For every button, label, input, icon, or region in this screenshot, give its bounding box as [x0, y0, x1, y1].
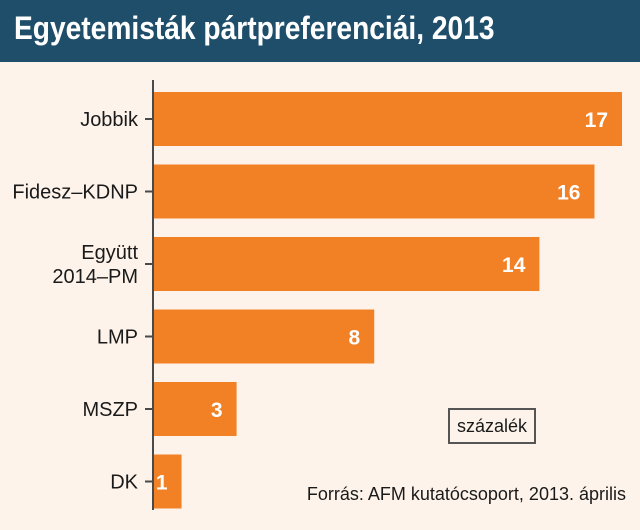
data-label: 16 [557, 182, 580, 205]
title-bar: Egyetemisták pártpreferenciái, 2013 [0, 0, 640, 62]
category-label: DK [110, 472, 138, 494]
bar [154, 309, 375, 364]
category-label: 2014–PM [52, 266, 138, 288]
bar [154, 237, 540, 291]
category-label: Jobbik [80, 109, 139, 131]
data-label: 1 [156, 472, 168, 495]
chart-title: Egyetemisták pártpreferenciái, 2013 [14, 10, 495, 46]
bar [154, 92, 622, 146]
bar [154, 382, 237, 436]
data-label: 3 [211, 399, 223, 422]
source-note: Forrás: AFM kutatócsoport, 2013. április [306, 484, 626, 504]
bar [154, 454, 182, 509]
category-label: Fidesz–KDNP [12, 182, 138, 204]
data-label: 8 [349, 327, 361, 350]
category-label: Együtt [81, 242, 138, 264]
category-label: LMP [97, 327, 138, 349]
data-label: 14 [502, 254, 526, 277]
category-label: MSZP [82, 399, 138, 421]
unit-label: százalék [448, 408, 536, 444]
data-label: 17 [585, 109, 608, 132]
bar [154, 164, 595, 219]
